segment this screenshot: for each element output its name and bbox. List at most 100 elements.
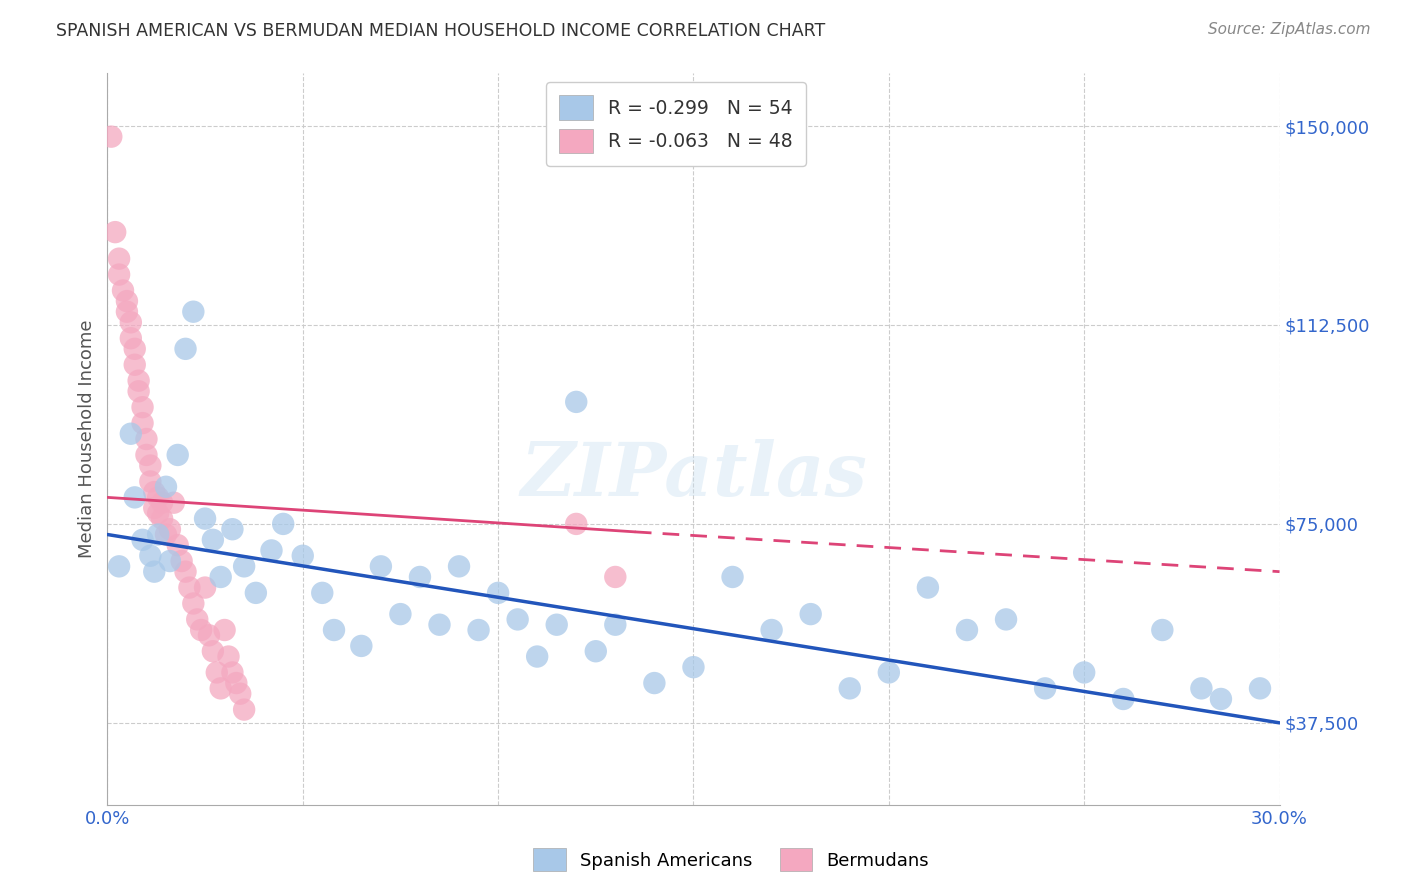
- Point: [233, 703, 256, 717]
- Point: [409, 570, 432, 584]
- Point: [291, 549, 314, 563]
- Text: SPANISH AMERICAN VS BERMUDAN MEDIAN HOUSEHOLD INCOME CORRELATION CHART: SPANISH AMERICAN VS BERMUDAN MEDIAN HOUS…: [56, 22, 825, 40]
- Point: [155, 527, 177, 541]
- Point: [115, 294, 138, 309]
- Point: [271, 516, 294, 531]
- Point: [128, 374, 150, 388]
- Point: [389, 607, 412, 621]
- Point: [166, 448, 188, 462]
- Point: [183, 597, 205, 611]
- Point: [148, 491, 170, 505]
- Point: [148, 506, 170, 520]
- Point: [209, 570, 232, 584]
- Point: [186, 612, 208, 626]
- Point: [135, 448, 157, 462]
- Point: [605, 570, 627, 584]
- Point: [148, 527, 170, 541]
- Y-axis label: Median Household Income: Median Household Income: [79, 319, 96, 558]
- Point: [370, 559, 392, 574]
- Point: [209, 681, 232, 696]
- Point: [131, 533, 153, 547]
- Legend: Spanish Americans, Bermudans: Spanish Americans, Bermudans: [526, 841, 936, 879]
- Text: ZIPatlas: ZIPatlas: [520, 440, 868, 512]
- Point: [506, 612, 529, 626]
- Point: [225, 676, 247, 690]
- Point: [198, 628, 221, 642]
- Point: [174, 565, 197, 579]
- Point: [721, 570, 744, 584]
- Point: [179, 581, 201, 595]
- Point: [139, 549, 162, 563]
- Text: Source: ZipAtlas.com: Source: ZipAtlas.com: [1208, 22, 1371, 37]
- Point: [131, 401, 153, 415]
- Point: [838, 681, 860, 696]
- Point: [174, 342, 197, 356]
- Point: [190, 623, 212, 637]
- Point: [139, 475, 162, 489]
- Point: [605, 617, 627, 632]
- Point: [163, 496, 186, 510]
- Point: [115, 304, 138, 318]
- Point: [585, 644, 607, 658]
- Point: [643, 676, 665, 690]
- Point: [233, 559, 256, 574]
- Point: [429, 617, 451, 632]
- Point: [260, 543, 283, 558]
- Point: [139, 458, 162, 473]
- Point: [486, 586, 509, 600]
- Point: [467, 623, 489, 637]
- Point: [120, 426, 142, 441]
- Point: [124, 358, 146, 372]
- Point: [1249, 681, 1271, 696]
- Point: [917, 581, 939, 595]
- Point: [124, 491, 146, 505]
- Legend: R = -0.299   N = 54, R = -0.063   N = 48: R = -0.299 N = 54, R = -0.063 N = 48: [546, 82, 806, 166]
- Point: [159, 522, 181, 536]
- Point: [877, 665, 900, 680]
- Point: [1189, 681, 1212, 696]
- Point: [143, 565, 166, 579]
- Point: [155, 480, 177, 494]
- Point: [323, 623, 346, 637]
- Point: [800, 607, 823, 621]
- Point: [1152, 623, 1174, 637]
- Point: [995, 612, 1018, 626]
- Point: [143, 485, 166, 500]
- Point: [1112, 692, 1135, 706]
- Point: [150, 511, 173, 525]
- Point: [124, 342, 146, 356]
- Point: [201, 533, 224, 547]
- Point: [447, 559, 470, 574]
- Point: [194, 511, 217, 525]
- Point: [183, 304, 205, 318]
- Point: [108, 268, 131, 282]
- Point: [128, 384, 150, 399]
- Point: [111, 284, 134, 298]
- Point: [350, 639, 373, 653]
- Point: [108, 252, 131, 266]
- Point: [221, 522, 243, 536]
- Point: [166, 538, 188, 552]
- Point: [143, 501, 166, 516]
- Point: [565, 395, 588, 409]
- Point: [205, 665, 228, 680]
- Point: [104, 225, 127, 239]
- Point: [311, 586, 333, 600]
- Point: [100, 129, 122, 144]
- Point: [761, 623, 783, 637]
- Point: [120, 315, 142, 329]
- Point: [1073, 665, 1095, 680]
- Point: [150, 496, 173, 510]
- Point: [229, 687, 252, 701]
- Point: [245, 586, 267, 600]
- Point: [131, 416, 153, 430]
- Point: [120, 331, 142, 345]
- Point: [218, 649, 240, 664]
- Point: [1209, 692, 1232, 706]
- Point: [956, 623, 979, 637]
- Point: [159, 554, 181, 568]
- Point: [201, 644, 224, 658]
- Point: [194, 581, 217, 595]
- Point: [135, 432, 157, 446]
- Point: [214, 623, 236, 637]
